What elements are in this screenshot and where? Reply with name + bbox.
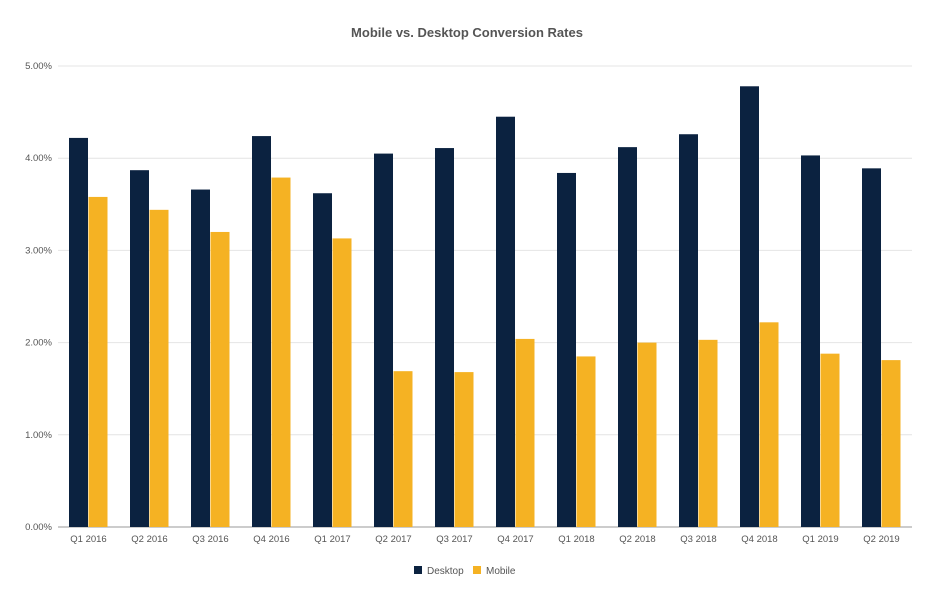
y-tick-label: 2.00% xyxy=(25,338,52,349)
x-tick-label: Q2 2017 xyxy=(375,534,411,545)
bar-desktop xyxy=(69,137,88,527)
y-tick-label: 5.00% xyxy=(25,61,52,72)
x-tick-label: Q4 2018 xyxy=(741,534,777,545)
x-tick-label: Q1 2019 xyxy=(802,534,838,545)
bar-desktop xyxy=(801,155,820,527)
legend-swatch-desktop xyxy=(414,566,422,574)
bar-desktop xyxy=(618,147,637,528)
x-tick-label: Q2 2019 xyxy=(863,534,899,545)
y-tick-label: 1.00% xyxy=(25,430,52,441)
bar-mobile xyxy=(149,209,169,527)
x-tick-label: Q3 2016 xyxy=(192,534,228,545)
bar-mobile xyxy=(515,338,535,527)
bar-desktop xyxy=(679,134,698,527)
y-tick-label: 0.00% xyxy=(25,522,52,533)
bar-desktop xyxy=(862,168,881,528)
bar-mobile xyxy=(332,238,352,527)
x-tick-label: Q1 2018 xyxy=(558,534,594,545)
bar-desktop xyxy=(313,193,332,527)
x-tick-label: Q2 2018 xyxy=(619,534,655,545)
bar-mobile xyxy=(881,360,901,527)
bar-mobile xyxy=(271,177,291,527)
x-tick-label: Q1 2017 xyxy=(314,534,350,545)
x-tick-label: Q3 2017 xyxy=(436,534,472,545)
bar-desktop xyxy=(130,170,149,527)
bar-mobile xyxy=(759,322,779,527)
bar-desktop xyxy=(252,136,271,527)
x-tick-label: Q4 2017 xyxy=(497,534,533,545)
bar-desktop xyxy=(557,172,576,527)
bar-mobile xyxy=(88,196,108,527)
bar-mobile xyxy=(698,339,718,527)
x-tick-label: Q4 2016 xyxy=(253,534,289,545)
x-tick-label: Q2 2016 xyxy=(131,534,167,545)
bar-mobile xyxy=(210,231,230,527)
bar-desktop xyxy=(191,189,210,527)
chart-title: Mobile vs. Desktop Conversion Rates xyxy=(351,25,583,40)
bar-desktop xyxy=(374,153,393,527)
bar-mobile xyxy=(454,372,474,527)
bar-desktop xyxy=(435,148,454,528)
legend-swatch-mobile xyxy=(473,566,481,574)
bar-desktop xyxy=(740,86,759,527)
y-tick-label: 3.00% xyxy=(25,245,52,256)
bar-mobile xyxy=(820,353,840,527)
bar-mobile xyxy=(576,356,596,527)
y-tick-label: 4.00% xyxy=(25,153,52,164)
legend-label: Desktop xyxy=(427,566,464,577)
x-tick-label: Q1 2016 xyxy=(70,534,106,545)
bar-mobile xyxy=(393,371,413,527)
bar-mobile xyxy=(637,342,657,527)
legend-label: Mobile xyxy=(486,566,516,577)
x-tick-label: Q3 2018 xyxy=(680,534,716,545)
bar-desktop xyxy=(496,116,515,528)
